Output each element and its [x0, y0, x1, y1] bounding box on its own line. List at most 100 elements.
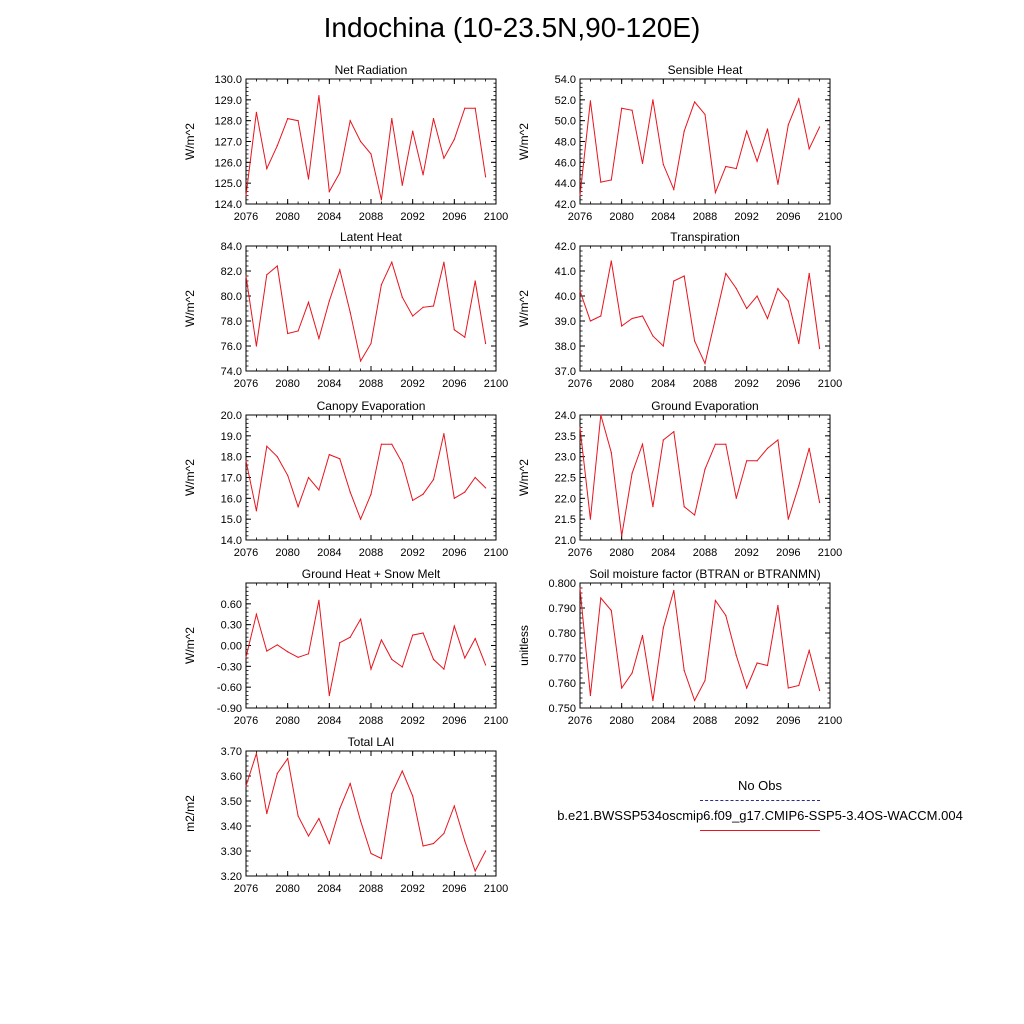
latent-heat-ytick-label: 82.0 — [221, 266, 242, 278]
total-lai-data-point — [401, 770, 403, 772]
net-radiation-ytick-label: 129.0 — [214, 95, 242, 107]
soil-moisture-factor-btran-or-btranmn-data-point — [693, 699, 696, 702]
soil-moisture-factor-btran-or-btranmn-data-point — [662, 627, 664, 629]
ground-heat-snow-melt-data-point — [297, 656, 299, 658]
transpiration-data-point — [662, 345, 664, 347]
sensible-heat-data-point — [714, 191, 717, 194]
ground-evaporation-data-point — [725, 443, 727, 445]
soil-moisture-factor-btran-or-btranmn-data-point — [777, 604, 779, 607]
soil-moisture-factor-btran-or-btranmn-data-point — [798, 684, 800, 687]
total-lai-data-point — [255, 752, 258, 755]
ground-heat-snow-melt-data-point — [328, 694, 330, 697]
latent-heat-data-point — [297, 330, 299, 332]
soil-moisture-factor-btran-or-btranmn-xtick-label: 2076 — [568, 715, 592, 727]
sensible-heat-panel: Sensible Heat W/m^2 42.0 44.0 46.0 48.0 50.0 52… — [517, 63, 842, 223]
latent-heat-xtick-label: 2084 — [317, 378, 341, 390]
ground-evaporation-ytick-label: 21.5 — [555, 514, 576, 526]
ground-heat-snow-melt-ylabel: W/m^2 — [183, 627, 197, 664]
total-lai-data-point — [276, 772, 278, 775]
total-lai-data-point — [266, 812, 268, 815]
total-lai-data-point — [349, 782, 351, 785]
soil-moisture-factor-btran-or-btranmn-data-point — [673, 589, 675, 592]
soil-moisture-factor-btran-or-btranmn-data-point — [631, 672, 633, 674]
net-radiation-data-point — [349, 120, 351, 122]
transpiration-data-point — [683, 275, 685, 277]
soil-moisture-factor-btran-or-btranmn-data-point — [621, 687, 623, 689]
net-radiation-data-point — [401, 184, 403, 186]
sensible-heat-data-point — [777, 183, 779, 185]
latent-heat-data-point — [443, 261, 445, 263]
soil-moisture-factor-btran-or-btranmn-data-point — [735, 654, 737, 657]
sensible-heat-data-point — [662, 163, 664, 166]
soil-moisture-factor-btran-or-btranmn-data-point — [766, 664, 769, 667]
sensible-heat-xtick-label: 2100 — [818, 211, 842, 223]
net-radiation-xtick-label: 2088 — [359, 211, 383, 223]
transpiration-data-point — [777, 287, 779, 290]
total-lai-xtick-label: 2084 — [317, 883, 341, 895]
latent-heat-data-point — [349, 311, 351, 313]
ground-evaporation-xtick-label: 2080 — [609, 547, 633, 559]
latent-heat-data-point — [328, 300, 330, 302]
latent-heat-data-point — [432, 305, 435, 307]
net-radiation-data-point — [464, 107, 466, 109]
sensible-heat-data-point — [756, 160, 758, 162]
canopy-evaporation-data-point — [318, 489, 320, 491]
ground-evaporation-data-point — [610, 451, 612, 454]
ground-evaporation-title: Ground Evaporation — [651, 399, 758, 413]
soil-moisture-factor-panel: Soil moisture factor (BTRAN or BTRANMN) u… — [517, 567, 842, 727]
legend-obs-line — [700, 800, 820, 801]
transpiration-data-point — [746, 307, 748, 310]
canopy-evaporation-data-point — [370, 493, 372, 495]
soil-moisture-factor-btran-or-btranmn-ytick-label: 0.760 — [548, 678, 576, 690]
soil-moisture-factor-btran-or-btranmn-data-point — [746, 687, 748, 689]
total-lai-xtick-label: 2080 — [275, 883, 299, 895]
canopy-evaporation-xtick-label: 2080 — [275, 547, 299, 559]
latent-heat-xtick-label: 2088 — [359, 378, 383, 390]
ground-heat-snow-melt-data-point — [464, 657, 466, 659]
soil-moisture-factor-btran-or-btranmn-xtick-label: 2092 — [734, 715, 758, 727]
sensible-heat-ylabel: W/m^2 — [517, 123, 531, 160]
soil-moisture-factor-btran-or-btranmn-xtick-label: 2088 — [693, 715, 717, 727]
sensible-heat-data-point — [735, 167, 737, 170]
ground-evaporation-data-point — [683, 506, 685, 508]
ground-evaporation-data-point — [652, 506, 654, 508]
sensible-heat-data-point — [579, 195, 581, 197]
net-radiation-ytick-label: 127.0 — [214, 137, 242, 149]
sensible-heat-data-point — [725, 165, 727, 168]
transpiration-data-point — [600, 315, 602, 317]
transpiration-data-point — [610, 260, 612, 262]
total-lai-data-point — [412, 795, 414, 797]
legend-model-label: b.e21.BWSSP534oscmip6.f09_g17.CMIP6-SSP5… — [557, 808, 963, 823]
latent-heat-data-point — [401, 296, 403, 298]
ground-evaporation-data-point — [704, 468, 706, 470]
canopy-evaporation-data-point — [391, 443, 393, 445]
latent-heat-xtick-label: 2076 — [234, 378, 258, 390]
latent-heat-ytick-label: 74.0 — [221, 366, 242, 378]
ground-heat-snow-melt-ytick-label: 0.30 — [221, 620, 242, 632]
ground-heat-snow-melt-title: Ground Heat + Snow Melt — [302, 567, 441, 581]
ground-heat-snow-melt-ytick-label: 0.00 — [221, 641, 242, 653]
soil-moisture-factor-btran-or-btranmn-data-point — [787, 687, 789, 689]
ground-heat-snow-melt-plot-frame — [245, 582, 497, 709]
latent-heat-data-point — [359, 360, 362, 362]
net-radiation-data-point — [370, 153, 372, 155]
soil-moisture-factor-btran-or-btranmn-data-point — [683, 669, 685, 672]
ground-heat-snow-melt-ytick-label: 0.60 — [221, 599, 242, 611]
sensible-heat-data-point — [683, 130, 685, 132]
transpiration-ylabel: W/m^2 — [517, 290, 531, 327]
latent-heat-ytick-label: 84.0 — [221, 241, 242, 253]
legend-obs-label: No Obs — [737, 778, 783, 793]
canopy-evaporation-ytick-label: 16.0 — [221, 493, 242, 505]
ground-heat-snow-melt-data-point — [422, 632, 424, 634]
net-radiation-series-line — [245, 95, 487, 200]
total-lai-ytick-label: 3.30 — [221, 846, 242, 858]
ground-evaporation-data-point — [673, 431, 675, 433]
net-radiation-data-point — [297, 120, 299, 122]
sensible-heat-data-point — [704, 113, 706, 116]
total-lai-xtick-label: 2092 — [400, 883, 424, 895]
ground-evaporation-ytick-label: 23.0 — [555, 452, 576, 464]
net-radiation-xtick-label: 2092 — [400, 211, 424, 223]
ground-evaporation-xtick-label: 2096 — [776, 547, 800, 559]
canopy-evaporation-data-point — [380, 443, 383, 445]
ground-evaporation-data-point — [600, 414, 602, 416]
